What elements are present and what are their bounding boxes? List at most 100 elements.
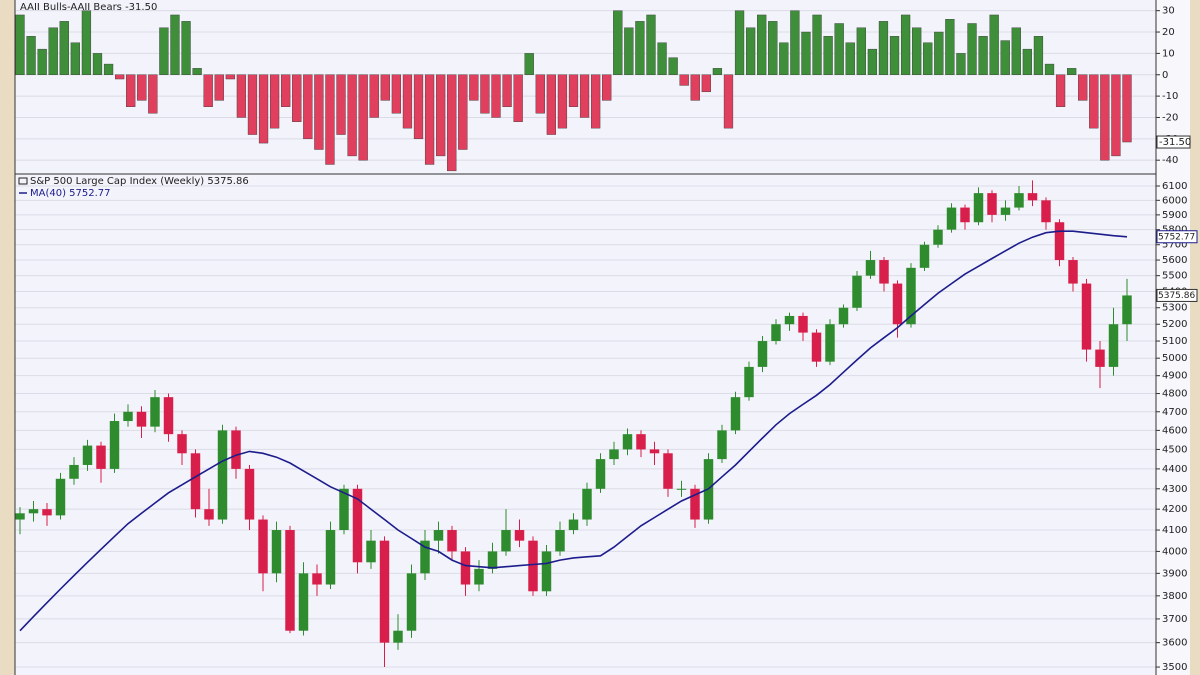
candle-body xyxy=(811,332,822,362)
bar xyxy=(856,27,866,75)
bar xyxy=(15,14,25,75)
bar xyxy=(823,36,833,75)
bar xyxy=(137,74,147,101)
candle-body xyxy=(1041,200,1051,223)
bar xyxy=(447,74,457,172)
candle-body xyxy=(366,540,376,563)
candle-body xyxy=(919,244,930,268)
candle-body xyxy=(879,260,889,284)
bar xyxy=(967,23,977,75)
bar xyxy=(867,48,878,75)
candle-body xyxy=(487,551,498,569)
bar xyxy=(978,36,988,75)
candle-body xyxy=(528,540,538,592)
bar xyxy=(380,74,390,101)
candle-body xyxy=(15,513,25,520)
bar xyxy=(314,74,324,150)
candle-body xyxy=(663,453,673,489)
bar xyxy=(690,74,700,101)
bar xyxy=(956,53,966,75)
candle-body xyxy=(838,307,849,325)
candle-body xyxy=(582,488,592,520)
y-tick-label: 4100 xyxy=(1162,525,1187,536)
bar xyxy=(1022,48,1032,75)
y-tick-label: 10 xyxy=(1162,48,1175,59)
y-tick-label: 30 xyxy=(1162,6,1175,17)
y-tick-label: 4000 xyxy=(1162,546,1187,557)
candle-body xyxy=(514,530,525,541)
y-tick-label: 5900 xyxy=(1162,210,1187,221)
bar xyxy=(1000,40,1010,75)
value-tag-label: -31.50 xyxy=(1159,137,1191,148)
bar xyxy=(247,74,258,135)
bar xyxy=(347,74,357,157)
y-tick-label: 5300 xyxy=(1162,303,1187,314)
candle-body xyxy=(541,551,552,592)
bar xyxy=(236,74,247,118)
candle-body xyxy=(1014,193,1024,208)
bar xyxy=(436,74,446,157)
candle-body xyxy=(393,630,403,643)
y-tick-label: 3700 xyxy=(1162,614,1187,625)
candle-body xyxy=(82,445,93,465)
value-tag-label: 5375.86 xyxy=(1158,291,1195,301)
candle-body xyxy=(474,568,484,585)
y-tick-label: 4800 xyxy=(1162,389,1187,400)
y-tick-label: 4700 xyxy=(1162,407,1187,418)
candle-body xyxy=(1095,349,1105,367)
bar xyxy=(1067,68,1077,75)
y-tick-label: 4900 xyxy=(1162,371,1187,382)
candle-body xyxy=(433,530,444,541)
bar xyxy=(115,74,125,80)
candle-body xyxy=(1108,324,1119,367)
bar xyxy=(424,74,435,165)
y-tick-label: 5200 xyxy=(1162,319,1187,330)
bar xyxy=(768,21,778,75)
bar xyxy=(845,42,855,75)
bar xyxy=(37,48,47,75)
y-tick-label: 6100 xyxy=(1162,181,1187,192)
y-tick-label: 4600 xyxy=(1162,425,1187,436)
bar xyxy=(358,74,368,161)
bar xyxy=(679,74,689,86)
y-tick-label: -20 xyxy=(1162,112,1178,123)
candle-body xyxy=(447,530,457,552)
candle-body xyxy=(609,449,619,460)
bar xyxy=(281,74,291,107)
candle-body xyxy=(312,573,322,585)
candle-body xyxy=(690,488,700,520)
bar xyxy=(757,14,767,75)
candle-body xyxy=(865,260,876,276)
y-tick-label: 5000 xyxy=(1162,353,1187,364)
bar xyxy=(181,21,191,75)
candle-body xyxy=(136,411,147,427)
candle-body xyxy=(406,573,417,631)
value-tag-label: 5752.77 xyxy=(1158,232,1195,242)
candle-body xyxy=(784,315,795,325)
bar xyxy=(945,19,955,75)
candle-body xyxy=(150,397,160,427)
candle-body xyxy=(1000,207,1011,215)
bar xyxy=(546,74,556,135)
bar xyxy=(602,74,612,101)
y-tick-label: 5600 xyxy=(1162,255,1187,266)
y-tick-label: 4500 xyxy=(1162,444,1187,455)
bar xyxy=(413,74,424,140)
bar xyxy=(624,27,634,75)
bar xyxy=(934,31,944,75)
candle-body xyxy=(339,488,349,531)
y-tick-label: 3600 xyxy=(1162,638,1187,649)
bar xyxy=(59,21,69,75)
bar xyxy=(889,36,900,75)
candle-body xyxy=(69,464,79,479)
bar xyxy=(712,68,723,75)
candle-body xyxy=(231,430,241,469)
bar xyxy=(336,74,346,135)
bar xyxy=(1078,74,1088,101)
bar xyxy=(1100,74,1110,161)
candle-body xyxy=(1122,295,1132,325)
bar xyxy=(912,27,922,75)
candle-body xyxy=(730,397,741,431)
candle-body xyxy=(244,468,255,520)
